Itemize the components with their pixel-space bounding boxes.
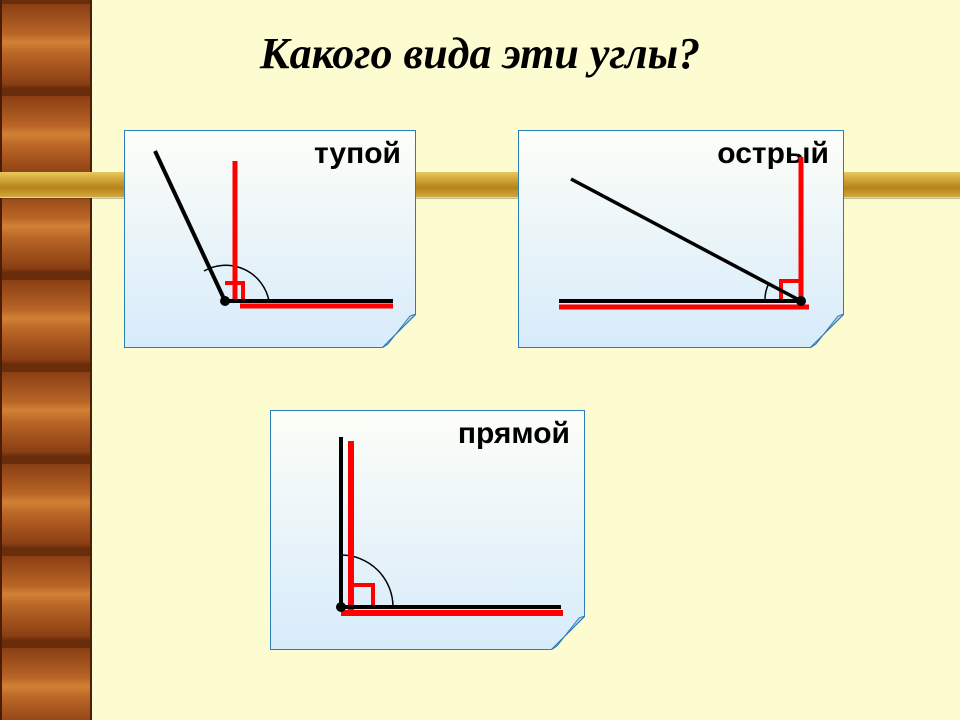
page-curl-icon (382, 314, 416, 348)
card-right: прямой (270, 410, 585, 650)
card-obtuse: тупой (124, 130, 416, 348)
decorative-rope (0, 0, 92, 720)
page-title: Какого вида эти углы? (0, 28, 960, 79)
angle-obtuse-svg (125, 131, 417, 349)
angle-right-svg (271, 411, 586, 651)
card-acute: острый (518, 130, 844, 348)
page-curl-icon (551, 616, 585, 650)
angle-acute-svg (519, 131, 845, 349)
page-curl-icon (810, 314, 844, 348)
